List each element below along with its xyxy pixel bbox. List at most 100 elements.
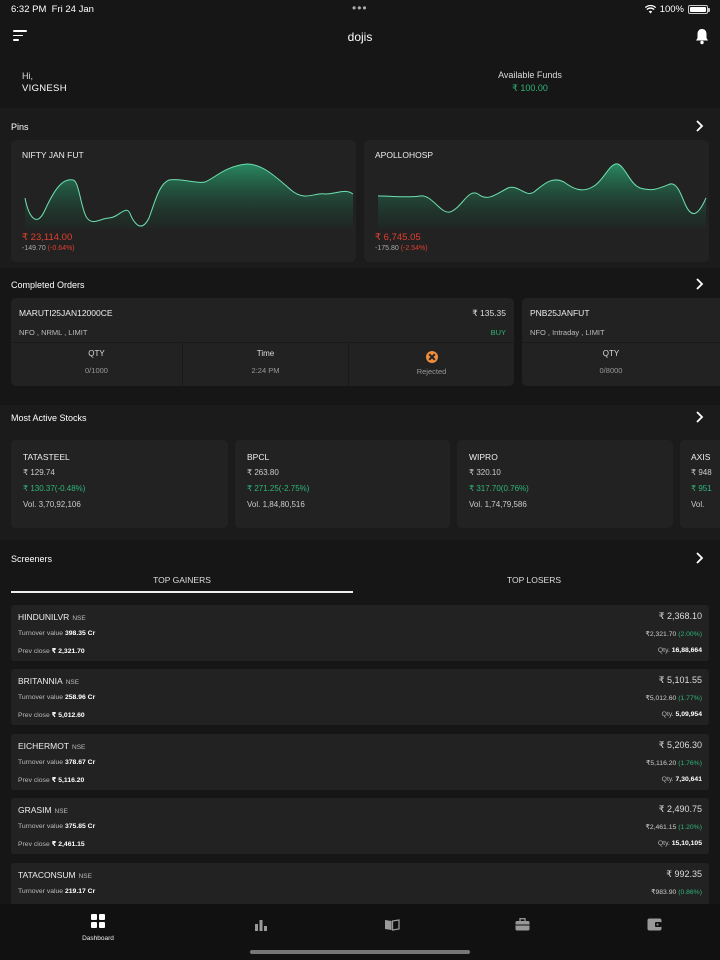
pin-name: NIFTY JAN FUT <box>22 150 84 160</box>
screener-turnover: Turnover value 398.35 Cr <box>18 630 96 637</box>
screener-symbol: GRASIM NSE <box>18 805 68 815</box>
book-icon <box>385 919 400 931</box>
screener-qty: Qty. 5,09,954 <box>661 711 702 718</box>
pin-sparkline <box>377 163 707 228</box>
screener-change: ₹983.90 (0.86%) <box>651 889 702 896</box>
stock-name: TATASTEEL <box>23 452 70 462</box>
status-time: 6:32 PM Fri 24 Jan <box>11 4 94 15</box>
order-details: QTY 0/8000 <box>522 342 720 386</box>
stock-card[interactable]: TATASTEEL ₹ 129.74 ₹ 130.37(-0.48%) Vol.… <box>11 440 228 528</box>
screener-row[interactable]: HINDUNILVR NSE ₹ 2,368.10 Turnover value … <box>11 605 709 661</box>
screener-turnover: Turnover value 378.67 Cr <box>18 759 96 766</box>
screener-turnover: Turnover value 219.17 Cr <box>18 888 96 895</box>
most-active-title: Most Active Stocks <box>11 413 87 423</box>
screener-row[interactable]: GRASIM NSE ₹ 2,490.75 Turnover value 375.… <box>11 798 709 854</box>
screener-prev-close: Prev close ₹ 2,321.70 <box>18 648 85 655</box>
screener-qty: Qty. 7,30,641 <box>661 776 702 783</box>
stock-card[interactable]: AXIS ₹ 948 ₹ 951 Vol. <box>680 440 720 528</box>
screeners-chevron-right-icon[interactable] <box>694 552 704 564</box>
stock-name: WIPRO <box>469 452 498 462</box>
pins-title: Pins <box>11 122 29 132</box>
tab-top-gainers[interactable]: TOP GAINERS <box>11 575 353 593</box>
nav-watchlist[interactable] <box>362 918 422 936</box>
multitask-dots-icon[interactable]: ••• <box>352 1 368 15</box>
stock-change: ₹ 951 <box>691 484 712 493</box>
briefcase-icon <box>515 918 529 931</box>
screener-turnover: Turnover value 258.96 Cr <box>18 694 96 701</box>
completed-orders-title: Completed Orders <box>11 280 85 290</box>
stock-price: ₹ 948 <box>691 468 712 477</box>
orders-chevron-right-icon[interactable] <box>694 278 704 290</box>
bar-chart-icon <box>255 920 267 931</box>
stock-price: ₹ 320.10 <box>469 468 501 477</box>
bell-icon[interactable] <box>694 27 710 45</box>
nav-dashboard-label: Dashboard <box>82 935 114 942</box>
pin-name: APOLLOHOSP <box>375 150 434 160</box>
pins-chevron-right-icon[interactable] <box>694 120 704 132</box>
stock-card[interactable]: WIPRO ₹ 320.10 ₹ 317.70(0.76%) Vol. 1,74… <box>457 440 673 528</box>
screener-ltp: ₹ 992.35 <box>666 869 702 879</box>
pin-card[interactable]: NIFTY JAN FUT ₹ 23,114.00 -149.70 (-0.64… <box>11 140 356 262</box>
pin-card[interactable]: APOLLOHOSP ₹ 6,745.05 -175.80 (-2.54%) <box>364 140 709 262</box>
screener-ltp: ₹ 2,490.75 <box>658 804 702 814</box>
stock-change: ₹ 130.37(-0.48%) <box>23 484 86 493</box>
screener-symbol: BRITANNIA NSE <box>18 676 80 686</box>
screener-symbol: EICHERMOT NSE <box>18 741 86 751</box>
screener-change: ₹2,461.15 (1.20%) <box>645 824 703 831</box>
screener-qty: Qty. 16,88,664 <box>657 647 702 654</box>
order-side: BUY <box>490 328 506 337</box>
screener-prev-close: Prev close ₹ 5,012.60 <box>18 712 85 719</box>
order-price: ₹ 135.35 <box>472 308 506 318</box>
stock-name: BPCL <box>247 452 270 462</box>
pin-price: ₹ 23,114.00 <box>22 232 73 243</box>
order-status: Rejected <box>349 343 514 386</box>
battery-icon <box>688 5 710 14</box>
home-indicator[interactable] <box>250 950 470 954</box>
screener-change: ₹5,116.20 (1.76%) <box>646 760 702 767</box>
status-bar: 6:32 PM Fri 24 Jan ••• 100% <box>0 0 720 18</box>
screener-symbol: TATACONSUM NSE <box>18 870 92 880</box>
stock-name: AXIS <box>691 452 711 462</box>
screeners-title: Screeners <box>11 554 53 564</box>
nav-portfolio[interactable] <box>492 918 552 936</box>
pin-change: -175.80 (-2.54%) <box>375 245 428 252</box>
screener-prev-close: Prev close ₹ 5,116.20 <box>18 777 85 784</box>
user-name: VIGNESH <box>22 83 67 94</box>
most-active-chevron-right-icon[interactable] <box>694 411 704 423</box>
greeting-hi: Hi, <box>22 71 33 81</box>
stock-volume: Vol. 1,84,80,516 <box>247 500 305 509</box>
order-qty: QTY 0/1000 <box>11 343 183 386</box>
menu-icon[interactable] <box>13 30 27 42</box>
pin-sparkline <box>24 163 354 228</box>
order-card[interactable]: MARUTI25JAN12000CE ₹ 135.35 NFO , NRML ,… <box>11 298 514 386</box>
nav-dashboard[interactable]: Dashboard <box>68 914 128 942</box>
order-card[interactable]: PNB25JANFUT NFO , Intraday , LIMIT QTY 0… <box>522 298 720 386</box>
pin-change: -149.70 (-0.64%) <box>22 245 75 252</box>
app-title: dojis <box>347 30 373 44</box>
nav-charts[interactable] <box>231 918 291 936</box>
nav-funds[interactable] <box>624 918 684 936</box>
screener-symbol: HINDUNILVR NSE <box>18 612 86 622</box>
order-desc: NFO , Intraday , LIMIT <box>530 328 605 337</box>
screener-row[interactable]: BRITANNIA NSE ₹ 5,101.55 Turnover value 2… <box>11 669 709 725</box>
wifi-icon <box>644 5 656 14</box>
tab-top-losers[interactable]: TOP LOSERS <box>506 575 561 585</box>
pin-price: ₹ 6,745.05 <box>375 232 421 243</box>
screener-row[interactable]: EICHERMOT NSE ₹ 5,206.30 Turnover value 3… <box>11 734 709 790</box>
stock-price: ₹ 129.74 <box>23 468 55 477</box>
stock-change: ₹ 271.25(-2.75%) <box>247 484 310 493</box>
stock-volume: Vol. 3,70,92,106 <box>23 500 81 509</box>
screener-ltp: ₹ 5,206.30 <box>658 740 702 750</box>
screener-ltp: ₹ 5,101.55 <box>658 675 702 685</box>
funds-value[interactable]: ₹ 100.00 <box>512 83 548 93</box>
screener-row[interactable]: TATACONSUM NSE ₹ 992.35 Turnover value 21… <box>11 863 709 904</box>
order-desc: NFO , NRML , LIMIT <box>19 328 88 337</box>
dashboard-icon <box>91 914 105 928</box>
rejected-icon <box>425 351 438 363</box>
screener-turnover: Turnover value 375.85 Cr <box>18 823 96 830</box>
status-right: 100% <box>644 4 710 15</box>
order-symbol: PNB25JANFUT <box>530 308 590 318</box>
stock-card[interactable]: BPCL ₹ 263.80 ₹ 271.25(-2.75%) Vol. 1,84… <box>235 440 450 528</box>
stock-price: ₹ 263.80 <box>247 468 279 477</box>
order-time: Time 2:24 PM <box>183 343 349 386</box>
